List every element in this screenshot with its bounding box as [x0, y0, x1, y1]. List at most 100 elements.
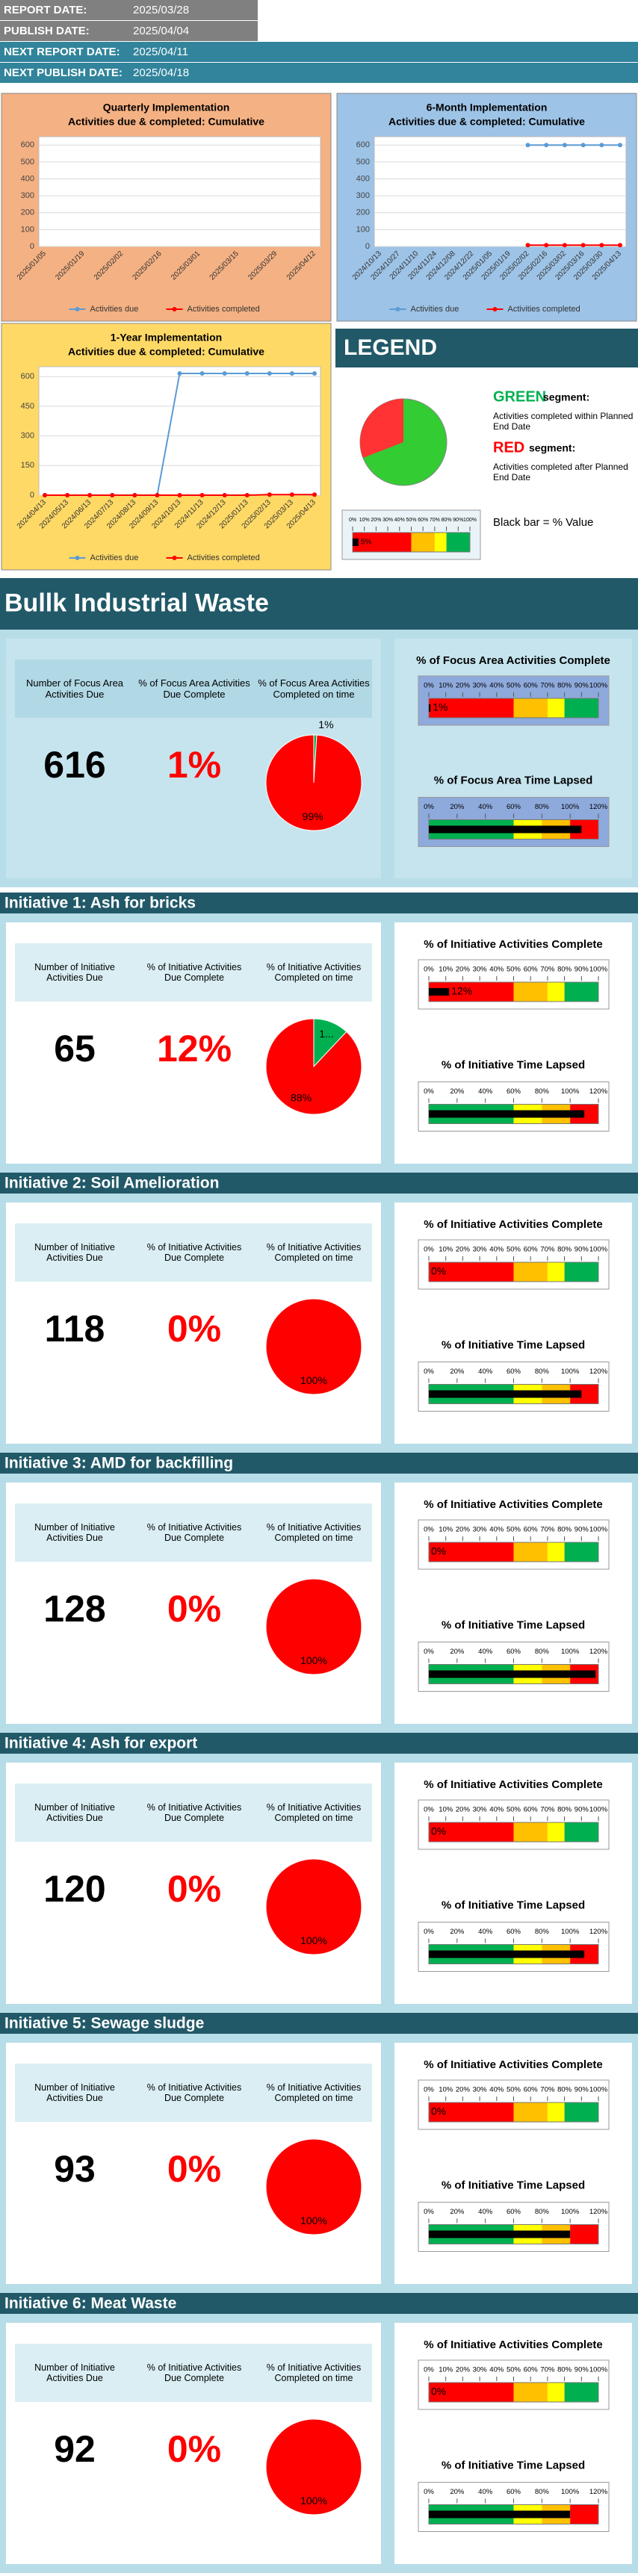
gauge-title: % of Initiative Time Lapsed [442, 1899, 585, 1911]
section-header [0, 893, 638, 913]
complete-value: 0% [167, 1588, 221, 1630]
gauge-tick-label: 60% [507, 1087, 521, 1096]
gauge-tick-label: 20% [371, 518, 381, 523]
section-header [0, 2293, 638, 2314]
gauge-value-label: 12% [451, 985, 472, 997]
gauge-tick-label: 120% [589, 1928, 608, 1936]
section-title: Initiative 4: Ash for export [4, 1735, 197, 1752]
y-tick-label: 600 [21, 372, 34, 381]
gauge-tick-label: 60% [418, 518, 428, 523]
section-title: Initiative 5: Sewage sludge [4, 2015, 204, 2032]
gauge-tick-label: 80% [557, 2366, 572, 2374]
legend-red-suffix: segment: [529, 442, 575, 454]
label-band [15, 943, 372, 1002]
y-tick-label: 300 [21, 191, 34, 200]
complete-label: % of Initiative Activities Due Complete [146, 2362, 242, 2383]
gauge-tick-label: 30% [473, 2366, 488, 2374]
series-marker [132, 493, 137, 497]
label-band [15, 1223, 372, 1282]
gauge-tick-label: 70% [540, 1526, 555, 1534]
pie-slice [265, 1858, 362, 1955]
pie-slice [265, 734, 362, 831]
complete-value: 0% [167, 1308, 221, 1350]
gauge-tick-label: 10% [439, 682, 453, 690]
complete-label-box: % of Initiative Activities Due Complete [146, 2082, 242, 2103]
gauge-value-bar [353, 539, 359, 546]
series-marker [562, 143, 567, 148]
series-marker [618, 143, 622, 148]
legend-marker [492, 307, 498, 311]
gauge-tick-label: 60% [507, 1368, 521, 1376]
chart-subtitle: Activities due & completed: Cumulative [68, 346, 264, 358]
header-value: 2025/04/11 [133, 46, 188, 58]
gauge-band [570, 2224, 598, 2244]
complete-label-box: % of Focus Area Activities Due Complete [138, 677, 250, 700]
ontime-label-box: % of Focus Area Activities Completed on … [258, 677, 370, 700]
legend-black-bar: Black bar = % Value [493, 516, 593, 529]
gauge-tick-label: 90% [574, 2086, 589, 2094]
gauge-tick-label: 90% [574, 966, 589, 974]
gauge-band [513, 1262, 548, 1282]
series-marker [599, 243, 604, 248]
gauge-tick-label: 80% [557, 1806, 572, 1814]
gauge-tick-label: 50% [507, 1526, 521, 1534]
gauge-tick-label: 0% [424, 682, 434, 690]
gauge-band [564, 1542, 598, 1562]
complete-label: % of Initiative Activities Due Complete [146, 2082, 242, 2103]
gauge-title: % of Initiative Time Lapsed [442, 2459, 585, 2471]
gauge-frame [428, 1822, 599, 1843]
ontime-label-box: % of Initiative Activities Completed on … [267, 1522, 361, 1543]
legend-label: Activities completed [188, 553, 260, 562]
gauge-value-bar [429, 825, 582, 834]
gauge-title: % of Initiative Activities Complete [424, 938, 603, 951]
series-marker [199, 493, 205, 497]
y-tick-label: 300 [21, 432, 34, 441]
ontime-label: % of Initiative Activities Completed on … [266, 1802, 362, 1823]
chart-subtitle: Activities due & completed: Cumulative [68, 116, 264, 128]
due-label: Number of Initiative Activities Due [34, 1242, 115, 1263]
series-marker [525, 143, 530, 148]
due-label: Number of Initiative Activities Due [34, 1802, 115, 1823]
series-marker [155, 493, 160, 497]
ontime-label-box: % of Initiative Activities Completed on … [267, 2082, 361, 2103]
gauge-title: % of Initiative Activities Complete [424, 2338, 603, 2351]
complete-label: % of Initiative Activities Due Complete [146, 1802, 242, 1823]
complete-label-box: % of Initiative Activities Due Complete [147, 1522, 241, 1543]
due-value: 118 [45, 1308, 105, 1350]
gauge-value-bar [429, 704, 431, 712]
gauge-tick-label: 60% [507, 803, 521, 811]
gauge-tick-label: 40% [478, 1087, 493, 1096]
gauge-frame [428, 1542, 599, 1562]
section-header [0, 1453, 638, 1474]
gauge-band [547, 2102, 565, 2122]
pie-slice [265, 1298, 362, 1395]
gauge-tick-label: 20% [450, 803, 465, 811]
gauge-tick-label: 0% [424, 2488, 434, 2496]
gauge-title: % of Initiative Time Lapsed [442, 1338, 585, 1351]
gauge-tick-label: 0% [424, 966, 434, 974]
gauge-tick-label: 90% [453, 518, 463, 523]
gauge-tick-label: 40% [489, 1246, 504, 1254]
y-tick-label: 600 [356, 140, 370, 149]
legend-red-text-box: Activities completed after Planned End D… [493, 462, 628, 482]
gauge-tick-label: 40% [478, 2488, 493, 2496]
due-label: Number of Initiative Activities Due [34, 2362, 115, 2383]
gauge-tick-label: 20% [450, 2488, 465, 2496]
gauge-band [547, 698, 565, 718]
gauge-tick-label: 0% [424, 1806, 434, 1814]
gauge-value-label: 0% [431, 2105, 446, 2117]
pie-label: 100% [300, 1374, 327, 1386]
series-marker [222, 493, 227, 497]
gauge-tick-label: 40% [478, 1368, 493, 1376]
gauge-tick-label: 0% [424, 1368, 434, 1376]
gauge-tick-label: 100% [561, 2488, 580, 2496]
ontime-label: % of Initiative Activities Completed on … [266, 962, 362, 983]
gauge-tick-label: 50% [507, 682, 521, 690]
gauge-tick-label: 80% [557, 1246, 572, 1254]
gauge-tick-label: 60% [524, 1526, 539, 1534]
gauge-value-label: 0% [431, 2386, 446, 2397]
y-tick-label: 500 [21, 158, 34, 167]
ontime-label-box: % of Initiative Activities Completed on … [267, 2362, 361, 2383]
